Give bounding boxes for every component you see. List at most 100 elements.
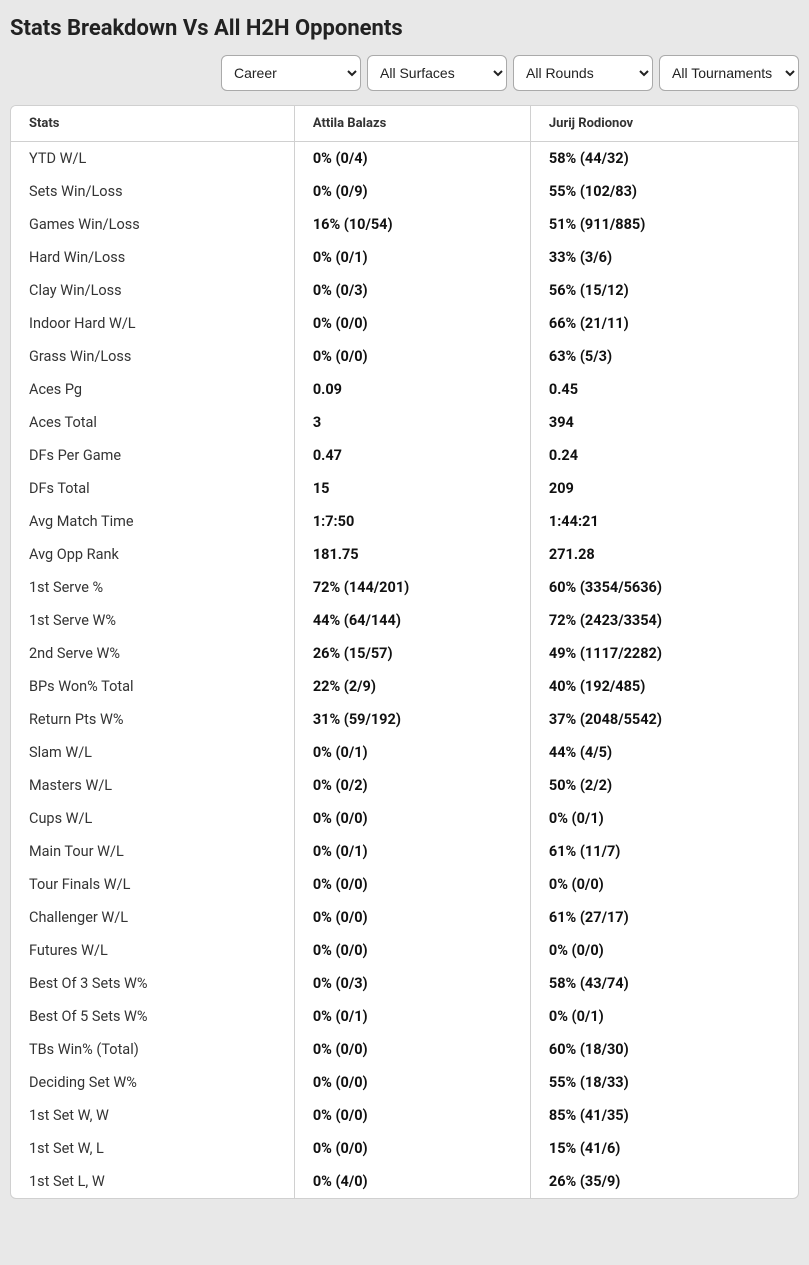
round-select[interactable]: All Rounds (513, 55, 653, 91)
table-row: YTD W/L0% (0/4)58% (44/32) (11, 142, 798, 176)
stat-label: BPs Won% Total (11, 670, 294, 703)
table-row: 1st Set W, W0% (0/0)85% (41/35) (11, 1099, 798, 1132)
stat-value-player1: 16% (10/54) (294, 208, 530, 241)
stat-label: Avg Match Time (11, 505, 294, 538)
stat-value-player2: 66% (21/11) (530, 307, 798, 340)
stat-value-player2: 40% (192/485) (530, 670, 798, 703)
stat-label: Aces Pg (11, 373, 294, 406)
stat-value-player1: 0% (0/0) (294, 1132, 530, 1165)
col-header-player1: Attila Balazs (294, 106, 530, 142)
stat-label: 1st Set L, W (11, 1165, 294, 1198)
stat-label: Main Tour W/L (11, 835, 294, 868)
stat-value-player2: 56% (15/12) (530, 274, 798, 307)
stat-label: Futures W/L (11, 934, 294, 967)
stat-value-player1: 15 (294, 472, 530, 505)
stat-label: Best Of 3 Sets W% (11, 967, 294, 1000)
surface-select[interactable]: All Surfaces (367, 55, 507, 91)
period-select[interactable]: Career (221, 55, 361, 91)
table-row: Sets Win/Loss0% (0/9)55% (102/83) (11, 175, 798, 208)
stat-value-player2: 61% (27/17) (530, 901, 798, 934)
table-row: Avg Match Time1:7:501:44:21 (11, 505, 798, 538)
table-row: 1st Set L, W0% (4/0)26% (35/9) (11, 1165, 798, 1198)
stat-label: Challenger W/L (11, 901, 294, 934)
stat-value-player1: 0% (0/9) (294, 175, 530, 208)
stat-value-player1: 0.47 (294, 439, 530, 472)
table-row: Challenger W/L0% (0/0)61% (27/17) (11, 901, 798, 934)
table-row: Futures W/L0% (0/0)0% (0/0) (11, 934, 798, 967)
stat-value-player1: 3 (294, 406, 530, 439)
stat-value-player1: 0% (0/0) (294, 1099, 530, 1132)
stat-value-player2: 55% (102/83) (530, 175, 798, 208)
stat-label: Deciding Set W% (11, 1066, 294, 1099)
stat-label: 1st Set W, W (11, 1099, 294, 1132)
stat-value-player1: 1:7:50 (294, 505, 530, 538)
stat-value-player2: 72% (2423/3354) (530, 604, 798, 637)
table-row: DFs Total15209 (11, 472, 798, 505)
stat-label: Grass Win/Loss (11, 340, 294, 373)
table-row: 2nd Serve W%26% (15/57)49% (1117/2282) (11, 637, 798, 670)
stat-value-player2: 0% (0/1) (530, 1000, 798, 1033)
stat-value-player2: 55% (18/33) (530, 1066, 798, 1099)
stat-value-player1: 0% (0/1) (294, 736, 530, 769)
table-row: Masters W/L0% (0/2)50% (2/2) (11, 769, 798, 802)
stat-value-player2: 0% (0/1) (530, 802, 798, 835)
stat-label: Return Pts W% (11, 703, 294, 736)
stat-value-player2: 15% (41/6) (530, 1132, 798, 1165)
stat-label: Avg Opp Rank (11, 538, 294, 571)
stat-value-player2: 26% (35/9) (530, 1165, 798, 1198)
stat-value-player2: 0.24 (530, 439, 798, 472)
stats-table: Stats Attila Balazs Jurij Rodionov YTD W… (11, 106, 798, 1198)
stat-value-player1: 0% (0/0) (294, 340, 530, 373)
stat-value-player2: 49% (1117/2282) (530, 637, 798, 670)
stat-label: DFs Per Game (11, 439, 294, 472)
stat-value-player2: 85% (41/35) (530, 1099, 798, 1132)
stat-value-player1: 0% (0/0) (294, 868, 530, 901)
stat-value-player1: 0% (0/0) (294, 1033, 530, 1066)
table-row: DFs Per Game0.470.24 (11, 439, 798, 472)
filter-bar: Career All Surfaces All Rounds All Tourn… (10, 55, 799, 91)
table-row: 1st Serve W%44% (64/144)72% (2423/3354) (11, 604, 798, 637)
table-row: Clay Win/Loss0% (0/3)56% (15/12) (11, 274, 798, 307)
table-header-row: Stats Attila Balazs Jurij Rodionov (11, 106, 798, 142)
stat-value-player2: 37% (2048/5542) (530, 703, 798, 736)
stat-value-player2: 1:44:21 (530, 505, 798, 538)
stat-label: Hard Win/Loss (11, 241, 294, 274)
stat-label: Cups W/L (11, 802, 294, 835)
stat-value-player1: 0% (0/0) (294, 1066, 530, 1099)
stat-value-player1: 0.09 (294, 373, 530, 406)
stat-value-player1: 22% (2/9) (294, 670, 530, 703)
stat-value-player1: 72% (144/201) (294, 571, 530, 604)
stat-label: TBs Win% (Total) (11, 1033, 294, 1066)
stat-value-player1: 0% (0/0) (294, 934, 530, 967)
stat-value-player2: 58% (44/32) (530, 142, 798, 176)
table-row: Grass Win/Loss0% (0/0)63% (5/3) (11, 340, 798, 373)
stat-value-player2: 394 (530, 406, 798, 439)
table-row: Hard Win/Loss0% (0/1)33% (3/6) (11, 241, 798, 274)
stat-value-player1: 0% (0/1) (294, 835, 530, 868)
stats-card: Stats Attila Balazs Jurij Rodionov YTD W… (10, 105, 799, 1199)
stat-value-player1: 0% (4/0) (294, 1165, 530, 1198)
stat-label: Clay Win/Loss (11, 274, 294, 307)
stat-label: Masters W/L (11, 769, 294, 802)
stat-value-player2: 50% (2/2) (530, 769, 798, 802)
stat-value-player1: 31% (59/192) (294, 703, 530, 736)
tournament-select[interactable]: All Tournaments (659, 55, 799, 91)
table-row: Games Win/Loss16% (10/54)51% (911/885) (11, 208, 798, 241)
stat-value-player1: 0% (0/4) (294, 142, 530, 176)
stat-label: Best Of 5 Sets W% (11, 1000, 294, 1033)
table-row: Indoor Hard W/L0% (0/0)66% (21/11) (11, 307, 798, 340)
stat-value-player2: 60% (18/30) (530, 1033, 798, 1066)
stat-label: 1st Serve W% (11, 604, 294, 637)
stat-value-player1: 181.75 (294, 538, 530, 571)
stat-value-player1: 0% (0/3) (294, 274, 530, 307)
col-header-stats: Stats (11, 106, 294, 142)
table-row: BPs Won% Total22% (2/9)40% (192/485) (11, 670, 798, 703)
stat-value-player2: 0% (0/0) (530, 868, 798, 901)
stat-value-player2: 33% (3/6) (530, 241, 798, 274)
table-row: Aces Total3394 (11, 406, 798, 439)
stat-value-player1: 0% (0/0) (294, 307, 530, 340)
table-row: TBs Win% (Total)0% (0/0)60% (18/30) (11, 1033, 798, 1066)
stat-value-player1: 0% (0/1) (294, 1000, 530, 1033)
table-row: Cups W/L0% (0/0)0% (0/1) (11, 802, 798, 835)
stat-label: Indoor Hard W/L (11, 307, 294, 340)
